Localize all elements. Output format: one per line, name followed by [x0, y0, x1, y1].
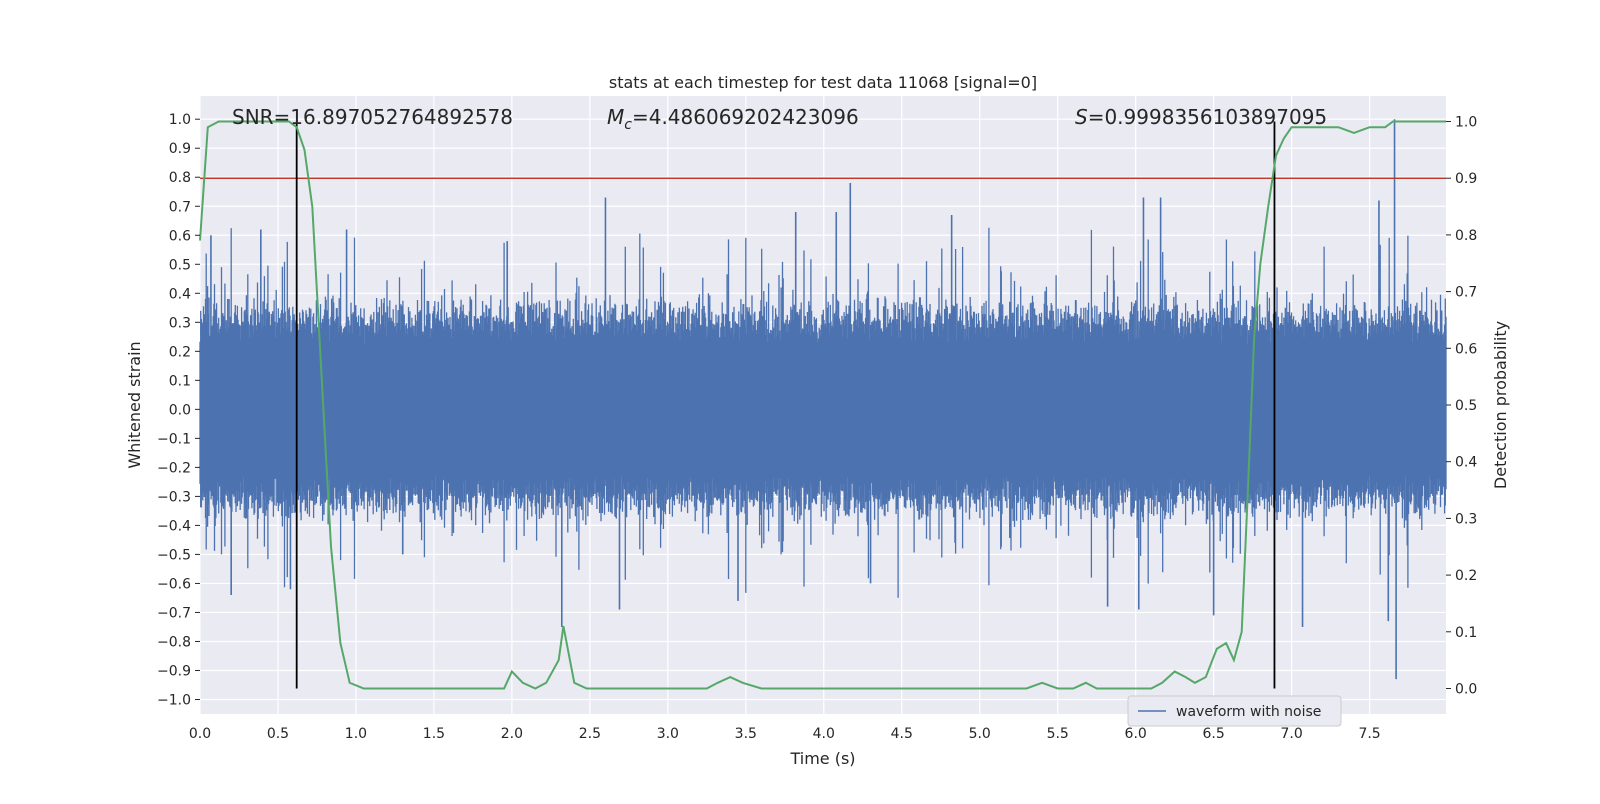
y-tick-label: 0.3 — [169, 315, 191, 331]
y-tick-label: −0.6 — [157, 576, 191, 592]
y-tick-label: −1.0 — [157, 692, 191, 708]
y-axis-ticks: 1.0 0.9 0.8 0.7 0.6 0.5 0.4 0.3 0.2 0.1 0.0 −0.1 −0.… — [157, 112, 200, 708]
x-tick-label: 6.0 — [1125, 726, 1147, 742]
overlay-layer — [199, 120, 1446, 690]
score-value: =0.9998356103897095 — [1088, 105, 1327, 129]
chirp-mass-value: =4.486069202423096 — [632, 105, 859, 129]
x-tick-label: 5.0 — [969, 726, 991, 742]
score-symbol: S — [1075, 105, 1088, 129]
x-axis-label: Time (s) — [789, 749, 855, 768]
y-tick-label: −0.8 — [157, 634, 191, 650]
x-tick-label: 0.5 — [267, 726, 289, 742]
x-tick-label: 3.0 — [657, 726, 679, 742]
waveform-noise-trace — [199, 227, 1447, 598]
y-axis-label: Whitened strain — [125, 341, 144, 468]
y-tick-label: −0.1 — [157, 431, 191, 447]
x-tick-label: 0.0 — [189, 726, 211, 742]
y2-tick-label: 0.7 — [1455, 285, 1477, 301]
legend: waveform with noise — [1127, 695, 1342, 727]
chirp-mass-subscript: c — [624, 117, 632, 133]
y-tick-label: −0.9 — [157, 663, 191, 679]
y2-tick-label: 1.0 — [1455, 115, 1477, 131]
x-tick-label: 1.0 — [345, 726, 367, 742]
x-tick-label: 2.0 — [501, 726, 523, 742]
y-tick-label: 1.0 — [169, 112, 191, 128]
x-tick-label: 7.5 — [1358, 726, 1380, 742]
y2-tick-label: 0.1 — [1455, 625, 1477, 641]
y2-tick-label: 0.3 — [1455, 511, 1477, 527]
y-tick-label: −0.5 — [157, 547, 191, 563]
y2-tick-label: 0.9 — [1455, 171, 1477, 187]
x-tick-label: 4.0 — [813, 726, 835, 742]
detection-probability-line — [199, 120, 1446, 690]
y-tick-label: 0.7 — [169, 199, 191, 215]
chart-title: stats at each timestep for test data 110… — [609, 73, 1037, 92]
x-axis-ticks: 0.0 0.5 1.0 1.5 2.0 2.5 3.0 3.5 4.0 4.5 5.0 5.5 6.0 6… — [189, 726, 1381, 742]
y2-axis-label: Detection probability — [1491, 321, 1510, 489]
chirp-mass-symbol: M — [607, 105, 624, 129]
y-tick-label: 0.5 — [169, 257, 191, 273]
x-tick-label: 3.5 — [735, 726, 757, 742]
y-tick-label: −0.3 — [157, 489, 191, 505]
y2-tick-label: 0.8 — [1455, 228, 1477, 244]
y2-tick-label: 0.2 — [1455, 568, 1477, 584]
y-tick-label: 0.4 — [169, 286, 191, 302]
y-tick-label: 0.1 — [169, 373, 191, 389]
y-tick-label: 0.8 — [169, 170, 191, 186]
y2-tick-label: 0.5 — [1455, 398, 1477, 414]
y2-tick-label: 0.4 — [1455, 455, 1477, 471]
y2-tick-label: 0.6 — [1455, 341, 1477, 357]
y2-tick-label: 0.0 — [1455, 681, 1477, 697]
x-tick-label: 6.5 — [1203, 726, 1225, 742]
x-tick-label: 4.5 — [891, 726, 913, 742]
x-tick-label: 1.5 — [423, 726, 445, 742]
y-tick-label: 0.2 — [169, 344, 191, 360]
y2-axis-ticks: 1.0 0.9 0.8 0.7 0.6 0.5 0.4 0.3 0.2 0.1 0.0 — [1446, 115, 1477, 697]
y-tick-label: 0.6 — [169, 228, 191, 244]
y-tick-label: −0.7 — [157, 605, 191, 621]
waveform-series — [199, 119, 1447, 680]
y-tick-label: 0.0 — [169, 402, 191, 418]
legend-box — [1127, 695, 1342, 727]
y-tick-label: −0.2 — [157, 460, 191, 476]
snr-annotation: SNR=16.897052764892578 — [232, 105, 513, 129]
legend-label: waveform with noise — [1176, 704, 1321, 720]
x-tick-label: 2.5 — [579, 726, 601, 742]
score-annotation: S=0.9998356103897095 — [1075, 105, 1327, 129]
x-tick-label: 7.0 — [1280, 726, 1302, 742]
y-tick-label: 0.9 — [169, 141, 191, 157]
chirp-mass-annotation: Mc=4.486069202423096 — [607, 105, 859, 133]
y-tick-label: −0.4 — [157, 518, 191, 534]
x-tick-label: 5.5 — [1047, 726, 1069, 742]
